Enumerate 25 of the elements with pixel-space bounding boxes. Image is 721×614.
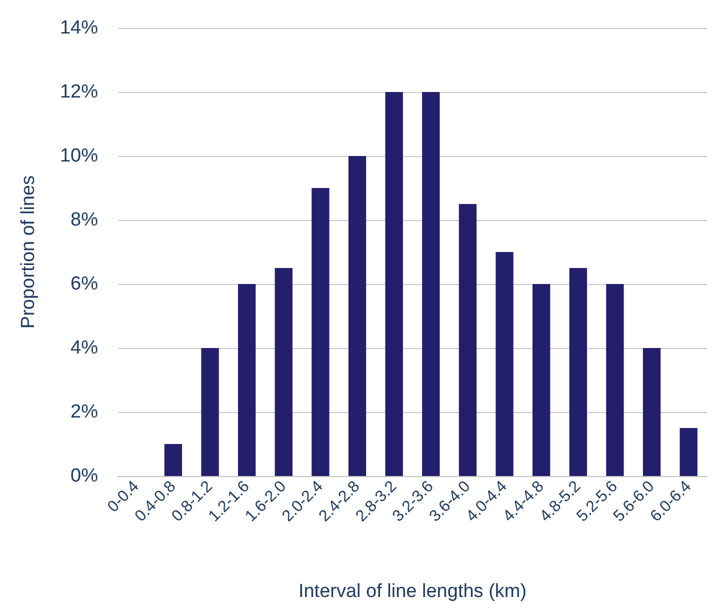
bar [606, 284, 624, 476]
bar [274, 268, 292, 476]
y-axis-title: Proportion of lines [18, 175, 39, 329]
y-tick-label: 12% [60, 82, 98, 102]
y-tick-label: 10% [60, 146, 98, 166]
y-tick-label: 6% [70, 274, 98, 294]
bar [385, 92, 403, 476]
bar [422, 92, 440, 476]
bar [680, 428, 698, 476]
y-tick-label: 8% [70, 210, 98, 230]
bar [569, 268, 587, 476]
bar [496, 252, 514, 476]
y-tick-label: 4% [70, 338, 98, 358]
y-tick-label: 2% [70, 402, 98, 422]
y-tick-label: 0% [70, 466, 98, 486]
bar [238, 284, 256, 476]
bar [201, 348, 219, 476]
bar [458, 204, 477, 476]
bar [164, 444, 182, 476]
y-tick-label: 14% [60, 18, 98, 38]
bar [532, 284, 550, 476]
bar [348, 156, 366, 476]
x-axis-title: Interval of line lengths (km) [298, 581, 527, 602]
bar [312, 188, 330, 476]
bar [642, 348, 661, 476]
